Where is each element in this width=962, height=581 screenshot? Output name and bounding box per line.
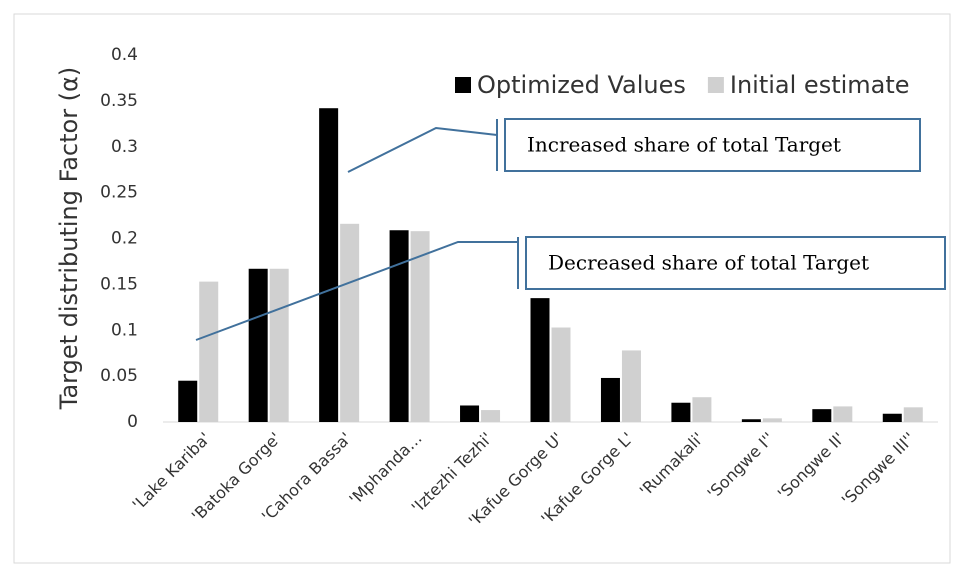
bar [269, 268, 289, 422]
annotation-increased: Increased share of total Target [347, 118, 921, 173]
y-tick-label: 0.2 [111, 229, 138, 249]
bar [671, 402, 691, 422]
bar [410, 231, 430, 422]
bar [882, 413, 902, 422]
bar [903, 407, 923, 422]
bar [481, 410, 501, 422]
bar [762, 418, 782, 422]
bar [600, 377, 620, 422]
bar [248, 268, 268, 422]
y-axis-label: Target distributing Factor (α) [55, 67, 83, 410]
legend-swatch [707, 77, 724, 93]
bar [178, 380, 198, 422]
legend-label: Optimized Values [477, 71, 686, 99]
legend-label: Initial estimate [730, 71, 910, 99]
bar [621, 350, 641, 422]
bar [530, 298, 550, 422]
annotation-text: Decreased share of total Target [548, 251, 869, 275]
bar [460, 405, 480, 422]
legend-item: Optimized Values [455, 71, 686, 99]
bar [812, 409, 832, 422]
y-tick-label: 0.1 [111, 320, 138, 340]
legend-swatch [455, 77, 471, 93]
annotation-decreased: Decreased share of total Target [195, 236, 946, 341]
y-tick-label: 0.35 [100, 91, 138, 111]
y-tick-label: 0.05 [100, 366, 138, 386]
annotation-text: Increased share of total Target [527, 133, 841, 157]
bar [340, 223, 360, 422]
bar [319, 108, 339, 422]
y-tick-label: 0 [127, 412, 138, 432]
bar [551, 327, 571, 422]
y-tick-label: 0.25 [100, 183, 138, 203]
legend-item: Initial estimate [707, 71, 910, 99]
y-tick-label: 0.3 [111, 137, 138, 157]
bar [833, 406, 853, 422]
bar [199, 281, 219, 422]
y-tick-label: 0.15 [100, 274, 138, 294]
bar [692, 397, 712, 422]
y-tick-label: 0.4 [111, 45, 138, 65]
bar [389, 230, 409, 422]
bar [741, 419, 761, 422]
